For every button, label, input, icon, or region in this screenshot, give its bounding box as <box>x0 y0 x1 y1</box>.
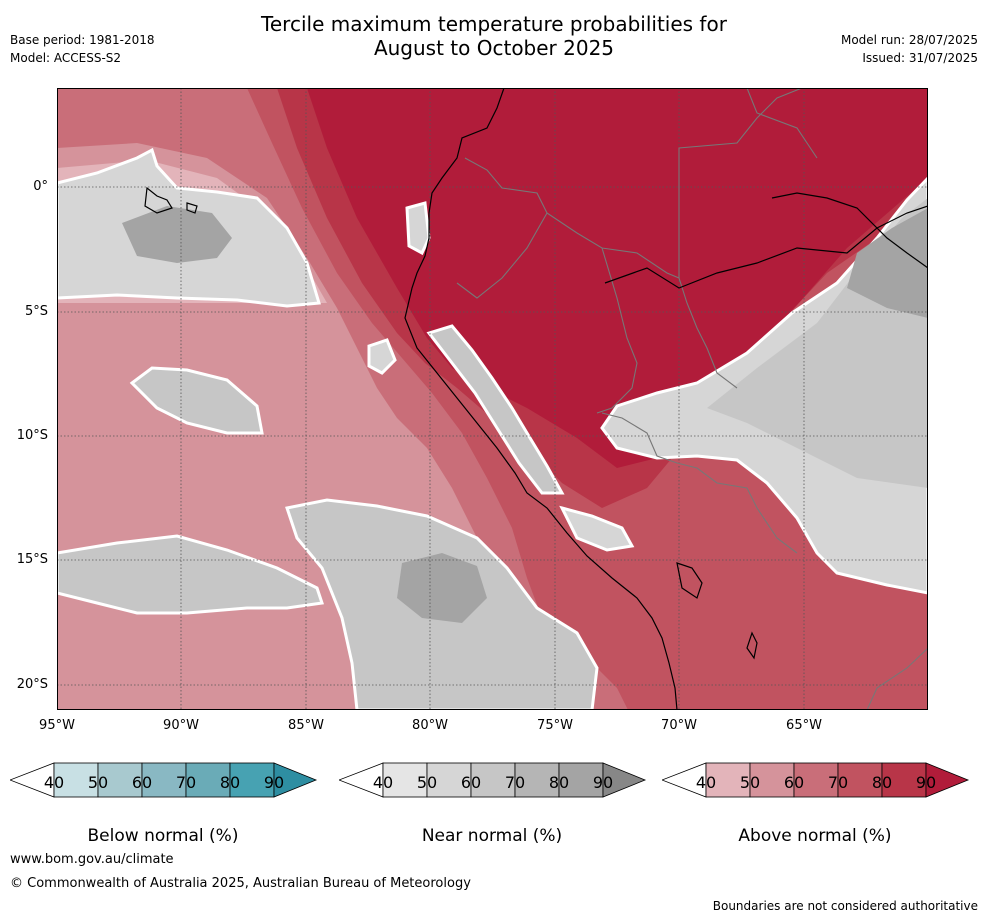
colorbar-above-tick-90: 90 <box>915 773 937 792</box>
colorbar-segment <box>470 762 516 798</box>
colorbar-below-tick-50: 50 <box>87 773 109 792</box>
title-line-2: August to October 2025 <box>373 36 615 60</box>
near-normal-small-patch <box>559 505 635 552</box>
colorbar-above-tick-60: 60 <box>783 773 805 792</box>
colorbar-segment <box>426 762 472 798</box>
lat-label-15s: 15°S <box>16 552 48 567</box>
colorbar-below-tick-80: 80 <box>219 773 241 792</box>
colorbar-near-tick-80: 80 <box>548 773 570 792</box>
near-normal-northwest-inner <box>122 206 232 263</box>
lat-label-0: 0° <box>33 179 48 194</box>
colorbar-above-normal <box>662 762 970 798</box>
colorbar-segment <box>925 762 970 798</box>
colorbar-segment <box>382 762 428 798</box>
colorbar-segment <box>705 762 751 798</box>
country-borders <box>456 88 928 710</box>
colorbar-segment <box>273 762 318 798</box>
near-normal-west-band <box>129 366 264 435</box>
colorbar-below-tick-70: 70 <box>175 773 197 792</box>
footer-copyright: © Commonwealth of Australia 2025, Austra… <box>10 876 471 891</box>
near-normal-east-core <box>847 208 928 318</box>
near-normal-galapagos-patch <box>405 201 431 256</box>
lat-label-20s: 20°S <box>16 677 48 692</box>
near-normal-south-central-inner <box>397 553 487 623</box>
colorbar-near-tick-60: 60 <box>460 773 482 792</box>
model-run-text: Model run: 28/07/2025 <box>840 33 978 47</box>
colorbar-segment <box>97 762 143 798</box>
footer-disclaimer: Boundaries are not considered authoritat… <box>712 899 978 913</box>
colorbar-below-tick-60: 60 <box>131 773 153 792</box>
title-line-1: Tercile maximum temperature probabilitie… <box>261 12 727 36</box>
colorbar-above-tick-50: 50 <box>739 773 761 792</box>
probability-map <box>57 88 928 710</box>
colorbar-segment <box>141 762 187 798</box>
map-frame <box>57 88 928 710</box>
lon-label-80w: 80°W <box>412 718 448 733</box>
lon-label-70w: 70°W <box>661 718 697 733</box>
colorbar-segment <box>793 762 839 798</box>
colorbar-segment <box>749 762 795 798</box>
colorbar-near-tick-90: 90 <box>592 773 614 792</box>
near-normal-coastal-strip <box>426 324 565 495</box>
colorbar-near-label: Near normal (%) <box>421 826 563 846</box>
colorbar-segment <box>53 762 99 798</box>
colorbar-below-tick-90: 90 <box>263 773 285 792</box>
near-normal-southwest <box>57 534 324 615</box>
colorbar-above-tick-70: 70 <box>827 773 849 792</box>
header-meta-left: Base period: 1981-2018 Model: ACCESS-S2 <box>10 31 155 67</box>
colorbar-near-normal <box>339 762 647 798</box>
lon-label-95w: 95°W <box>39 718 75 733</box>
colorbar-near-tick-40: 40 <box>372 773 394 792</box>
colorbar-segment <box>229 762 275 798</box>
colorbar-below-normal <box>10 762 318 798</box>
map-gridlines <box>57 88 928 710</box>
colorbar-below-tick-40: 40 <box>43 773 65 792</box>
colorbar-above-tick-40: 40 <box>695 773 717 792</box>
colorbar-segment <box>602 762 647 798</box>
colorbar-near-tick-50: 50 <box>416 773 438 792</box>
lon-label-75w: 75°W <box>537 718 573 733</box>
lat-label-10s: 10°S <box>16 428 48 443</box>
lon-label-85w: 85°W <box>288 718 324 733</box>
colorbar-segment <box>185 762 231 798</box>
colorbar-segment <box>837 762 883 798</box>
issued-text: Issued: 31/07/2025 <box>862 51 978 65</box>
colorbar-near-tick-70: 70 <box>504 773 526 792</box>
colorbar-above-label: Above normal (%) <box>738 826 892 846</box>
lat-label-5s: 5°S <box>24 304 48 319</box>
colorbar-above-tick-80: 80 <box>871 773 893 792</box>
base-period-text: Base period: 1981-2018 <box>10 33 155 47</box>
lon-label-65w: 65°W <box>786 718 822 733</box>
colorbar-segment <box>558 762 604 798</box>
lon-label-90w: 90°W <box>163 718 199 733</box>
model-text: Model: ACCESS-S2 <box>10 51 122 65</box>
header-meta-right: Model run: 28/07/2025 Issued: 31/07/2025 <box>841 31 978 67</box>
colorbar-segment <box>514 762 560 798</box>
near-normal-peru-coast-dot <box>367 338 397 375</box>
coastline <box>144 88 928 710</box>
colorbar-below-label: Below normal (%) <box>87 826 239 846</box>
footer-website: www.bom.gov.au/climate <box>10 852 174 867</box>
page-title: Tercile maximum temperature probabilitie… <box>0 12 988 60</box>
